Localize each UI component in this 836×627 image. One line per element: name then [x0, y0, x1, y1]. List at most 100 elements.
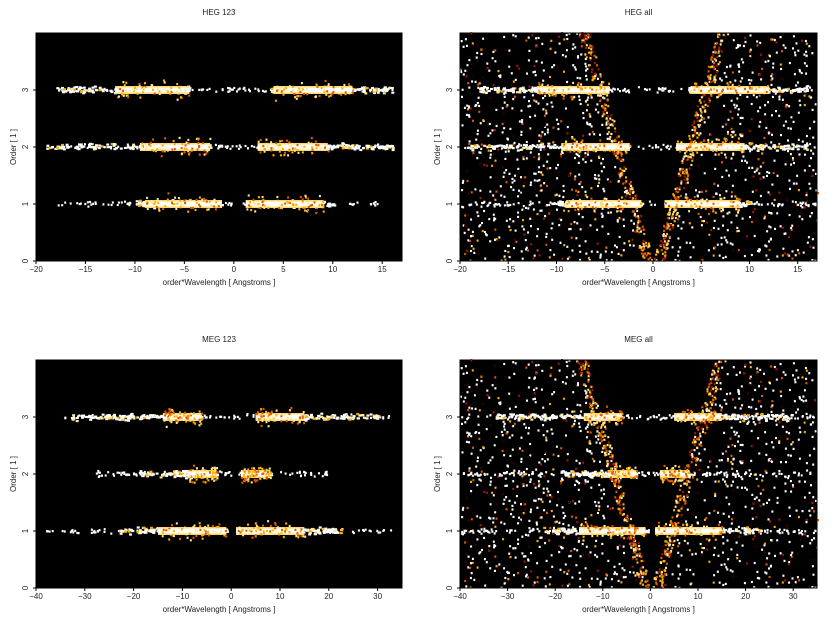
- heatmap-cell: [750, 148, 753, 151]
- heatmap-cell: [610, 200, 613, 203]
- heatmap-cell: [522, 176, 524, 179]
- heatmap-cell: [554, 194, 557, 197]
- heatmap-cell: [721, 175, 724, 179]
- heatmap-cell: [772, 66, 775, 69]
- heatmap-cell: [587, 46, 590, 49]
- heatmap-cell: [713, 67, 716, 71]
- heatmap-cell: [300, 145, 303, 148]
- heatmap-cell: [480, 143, 483, 146]
- heatmap-cell: [262, 144, 265, 148]
- heatmap-cell: [726, 229, 729, 232]
- heatmap-cell: [571, 136, 574, 139]
- heatmap-cell: [231, 145, 234, 148]
- heatmap-cell: [529, 115, 532, 119]
- heatmap-cell: [121, 92, 123, 96]
- heatmap-cell: [359, 87, 363, 91]
- heatmap-cell: [145, 145, 148, 148]
- heatmap-cell: [332, 86, 335, 89]
- heatmap-cell: [779, 36, 782, 39]
- heatmap-cell: [599, 144, 601, 147]
- heatmap-cell: [521, 121, 523, 124]
- heatmap-cell: [369, 88, 373, 91]
- heatmap-cell: [524, 176, 527, 179]
- heatmap-cell: [518, 91, 522, 94]
- heatmap-cell: [100, 145, 104, 148]
- heatmap-cell: [687, 143, 690, 147]
- heatmap-cell: [343, 83, 346, 87]
- heatmap-cell: [72, 531, 75, 534]
- heatmap-cell: [694, 139, 696, 143]
- heatmap-cell: [509, 218, 512, 221]
- heatmap-cell: [591, 68, 594, 71]
- heatmap-cell: [750, 87, 753, 91]
- heatmap-cell: [503, 35, 506, 39]
- heatmap-cell: [617, 210, 620, 213]
- heatmap-cell: [591, 130, 594, 134]
- heatmap-cell: [679, 174, 682, 177]
- heatmap-cell: [609, 117, 612, 120]
- heatmap-cell: [462, 179, 465, 182]
- heatmap-cell: [713, 246, 716, 249]
- heatmap-cell: [587, 150, 590, 154]
- heatmap-cell: [538, 84, 541, 87]
- heatmap-cell: [494, 60, 497, 63]
- heatmap-cell: [583, 91, 585, 94]
- heatmap-cell: [577, 83, 580, 87]
- heatmap-cell: [814, 154, 817, 157]
- heatmap-cell: [187, 142, 190, 145]
- heatmap-cell: [767, 191, 770, 194]
- heatmap-cell: [192, 206, 195, 209]
- heatmap-cell: [57, 204, 60, 207]
- heatmap-cell: [315, 211, 318, 215]
- heatmap-cell: [328, 202, 331, 205]
- heatmap-cell: [660, 148, 663, 151]
- heatmap-cell: [657, 146, 660, 149]
- heatmap-cell: [61, 530, 64, 533]
- heatmap-cell: [612, 87, 615, 90]
- heatmap-cell: [797, 145, 801, 148]
- heatmap-cell: [471, 149, 475, 152]
- heatmap-cell: [745, 235, 748, 238]
- heatmap-cell: [90, 90, 94, 93]
- heatmap-cell: [129, 201, 132, 204]
- heatmap-cell: [771, 133, 773, 136]
- heatmap-cell: [280, 91, 283, 94]
- heatmap-cell: [524, 239, 527, 242]
- heatmap-cell: [758, 172, 761, 175]
- heatmap-cell: [600, 212, 603, 215]
- heatmap-cell: [152, 149, 155, 152]
- heatmap-cell: [808, 95, 811, 98]
- heatmap-cell: [588, 51, 590, 54]
- heatmap-cell: [570, 95, 573, 98]
- heatmap-cell: [614, 205, 617, 209]
- heatmap-cell: [690, 141, 693, 144]
- heatmap-cell: [724, 142, 727, 145]
- heatmap-cell: [468, 105, 470, 108]
- heatmap-cell: [296, 144, 299, 147]
- heatmap-cell: [736, 226, 739, 229]
- heatmap-cell: [795, 42, 798, 45]
- heatmap-cell: [680, 168, 683, 171]
- heatmap-cell: [504, 150, 507, 153]
- heatmap-cell: [666, 213, 669, 216]
- heatmap-cell: [262, 199, 265, 202]
- heatmap-cell: [327, 83, 330, 86]
- heatmap-cell: [254, 87, 257, 90]
- heatmap-cell: [719, 44, 722, 47]
- heatmap-cell: [179, 199, 182, 202]
- heatmap-cell: [632, 191, 634, 194]
- heatmap-cell: [179, 89, 182, 92]
- heatmap-cell: [618, 158, 621, 161]
- heatmap-cell: [98, 86, 102, 89]
- heatmap-cell: [755, 218, 758, 221]
- heatmap-cell: [685, 168, 688, 171]
- heatmap-cell: [617, 204, 620, 208]
- heatmap-cell: [643, 256, 646, 259]
- heatmap-cell: [788, 179, 791, 182]
- heatmap-cell: [770, 141, 773, 144]
- heatmap-cell: [589, 123, 592, 126]
- heatmap-cell: [166, 90, 169, 93]
- heatmap-cell: [594, 174, 597, 177]
- heatmap-cell: [596, 64, 598, 67]
- heatmap-cell: [664, 236, 667, 239]
